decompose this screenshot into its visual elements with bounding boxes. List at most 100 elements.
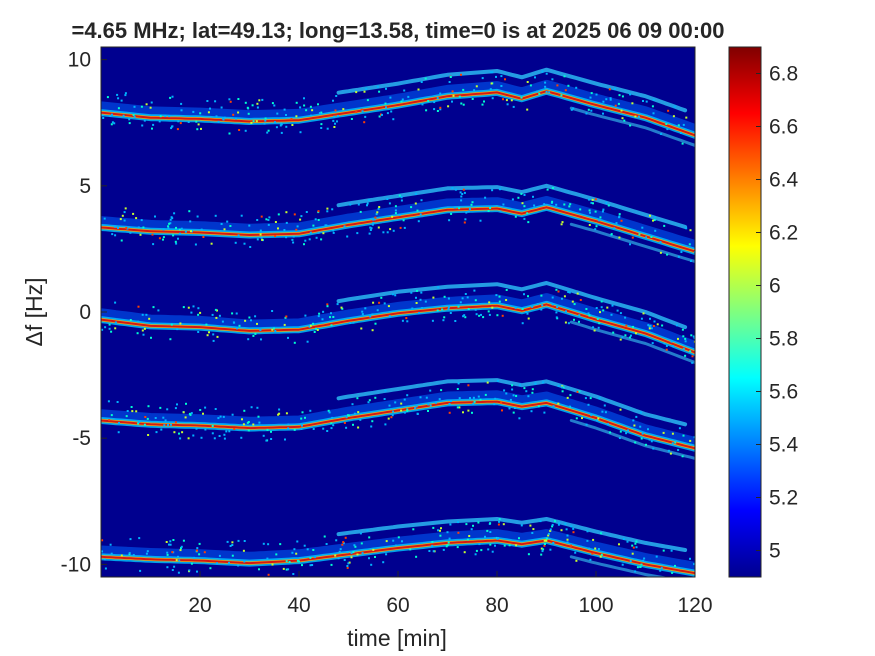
trace-speckle <box>179 549 182 552</box>
trace-speckle <box>265 218 268 221</box>
trace-speckle <box>456 406 459 409</box>
trace-speckle <box>145 552 148 555</box>
trace-speckle <box>211 432 214 435</box>
trace-speckle <box>581 417 583 420</box>
trace-speckle <box>576 292 579 295</box>
trace-speckle <box>225 430 228 433</box>
trace-speckle <box>473 89 476 92</box>
trace-speckle <box>547 532 550 535</box>
trace-speckle <box>647 428 649 431</box>
trace-speckle <box>274 235 277 237</box>
trace-speckle <box>470 203 473 206</box>
trace-speckle <box>305 109 308 112</box>
colorbar-tick-label: 5.2 <box>769 487 798 510</box>
trace-speckle <box>300 417 303 420</box>
trace-speckle <box>693 251 695 254</box>
trace-speckle <box>573 318 575 321</box>
trace-speckle <box>217 120 220 123</box>
trace-speckle <box>452 94 455 97</box>
trace-speckle <box>625 324 628 327</box>
trace-speckle <box>287 568 290 571</box>
trace-speckle <box>488 313 491 316</box>
trace-speckle <box>414 202 417 205</box>
trace-speckle <box>458 397 461 400</box>
trace-speckle <box>326 430 329 432</box>
trace-speckle <box>462 411 464 414</box>
trace-speckle <box>235 117 237 120</box>
trace-speckle <box>151 127 153 130</box>
trace-speckle <box>152 306 155 309</box>
trace-speckle <box>510 99 513 102</box>
trace-speckle <box>357 411 360 414</box>
trace-speckle <box>447 306 450 308</box>
trace-speckle <box>103 558 106 561</box>
trace-speckle <box>643 557 646 560</box>
trace-speckle <box>623 538 625 540</box>
trace-speckle <box>482 316 485 319</box>
trace-speckle <box>151 233 154 236</box>
trace-speckle <box>586 530 589 533</box>
trace-speckle <box>139 569 142 572</box>
trace-speckle <box>566 534 569 537</box>
trace-speckle <box>264 117 267 120</box>
trace-speckle <box>184 230 187 233</box>
trace-speckle <box>406 394 409 397</box>
trace-speckle <box>486 529 489 532</box>
trace-speckle <box>378 301 381 304</box>
trace-speckle <box>378 115 381 118</box>
trace-speckle <box>363 121 366 124</box>
trace-speckle <box>172 234 175 237</box>
trace-speckle <box>137 226 140 229</box>
trace-speckle <box>448 537 451 540</box>
trace-speckle <box>554 520 556 523</box>
trace-line <box>101 293 695 352</box>
trace-speckle <box>385 553 388 556</box>
trace-speckle <box>629 124 632 127</box>
trace-speckle <box>167 225 170 228</box>
trace-speckle <box>376 309 379 312</box>
trace-speckle <box>555 316 558 319</box>
trace-speckle <box>493 403 496 406</box>
trace-speckle <box>406 320 409 323</box>
trace-speckle <box>684 337 687 340</box>
trace-speckle <box>140 105 143 108</box>
trace-speckle <box>326 127 329 130</box>
trace-speckle <box>663 342 666 345</box>
trace-speckle <box>628 336 631 339</box>
trace-speckle <box>114 234 117 237</box>
trace-speckle <box>458 207 461 210</box>
trace-speckle <box>501 409 503 412</box>
trace-speckle <box>117 431 120 434</box>
x-axis-label: time [min] <box>347 625 447 651</box>
trace-speckle <box>350 118 353 120</box>
trace-speckle <box>431 541 434 543</box>
trace-speckle <box>518 537 520 540</box>
trace-speckle <box>260 338 262 341</box>
trace-speckle <box>366 204 368 207</box>
trace-speckle <box>387 305 390 308</box>
trace-speckle <box>590 414 593 417</box>
trace-speckle <box>693 337 695 340</box>
trace-speckle <box>392 410 395 413</box>
trace-speckle <box>256 106 259 109</box>
trace-speckle <box>449 312 452 314</box>
trace-speckle <box>246 106 249 109</box>
trace-speckle <box>546 537 548 540</box>
trace-speckle <box>594 228 597 231</box>
trace-speckle <box>120 239 123 242</box>
trace-speckle <box>279 124 282 127</box>
trace-speckle <box>543 203 546 206</box>
trace-speckle <box>218 435 221 437</box>
trace-speckle <box>682 123 685 126</box>
trace-speckle <box>457 305 460 308</box>
trace-speckle <box>292 235 295 238</box>
trace-speckle <box>325 543 328 545</box>
trace-speckle <box>648 327 651 330</box>
trace-speckle <box>448 219 451 222</box>
trace-speckle <box>152 123 155 126</box>
trace-speckle <box>196 549 198 552</box>
trace-speckle <box>361 110 364 113</box>
y-axis-ticks: 10 5 0 -5 -10 <box>61 49 107 576</box>
trace-band <box>101 517 695 577</box>
trace-speckle <box>303 97 305 100</box>
